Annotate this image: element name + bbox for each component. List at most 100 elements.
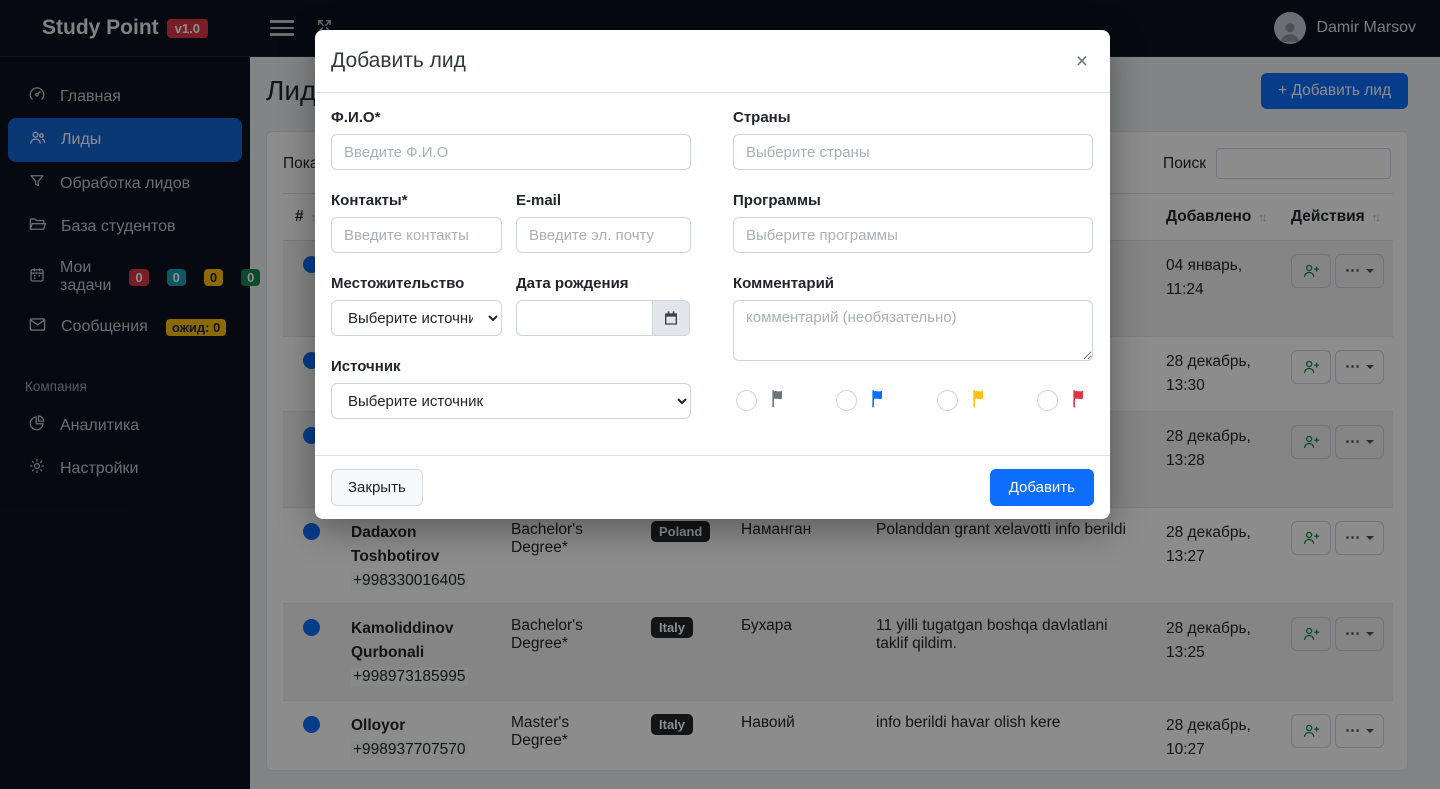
users-icon bbox=[28, 128, 47, 152]
sidebar-item-analytics[interactable]: Аналитика bbox=[0, 404, 250, 447]
add-lead-modal: Добавить лид × Ф.И.О* Контакты* E-mail bbox=[315, 30, 1110, 519]
convert-lead-button[interactable] bbox=[1291, 254, 1331, 288]
birthdate-label: Дата рождения bbox=[516, 275, 629, 292]
col-header-added[interactable]: Добавлено ↑↓ bbox=[1154, 193, 1279, 241]
email-label: E-mail bbox=[516, 192, 562, 209]
gear-icon bbox=[28, 457, 46, 480]
convert-lead-button[interactable] bbox=[1291, 425, 1331, 460]
sort-icon: ↑↓ bbox=[1258, 212, 1267, 224]
avatar bbox=[1274, 12, 1307, 44]
calendar-icon bbox=[28, 266, 46, 289]
row-actions-dropdown[interactable]: ⋯ bbox=[1335, 254, 1384, 288]
status-dot[interactable] bbox=[303, 523, 320, 541]
source-select[interactable]: Выберите источник bbox=[331, 383, 691, 419]
row-actions-dropdown[interactable]: ⋯ bbox=[1335, 714, 1384, 749]
fio-input[interactable] bbox=[331, 134, 691, 170]
plus-icon: + bbox=[1278, 82, 1288, 99]
flag-gray-radio[interactable] bbox=[736, 390, 757, 411]
flag-red-icon bbox=[1069, 388, 1090, 413]
row-actions-dropdown[interactable]: ⋯ bbox=[1335, 425, 1384, 460]
sidebar-item-label: База студентов bbox=[61, 218, 176, 235]
country-badge: Italy bbox=[651, 714, 694, 736]
sidebar-item-label: Обработка лидов bbox=[60, 174, 191, 192]
status-dot[interactable] bbox=[303, 619, 320, 637]
flag-blue-icon bbox=[868, 388, 889, 413]
country-badge: Poland bbox=[651, 521, 711, 543]
brand-name: Study Point bbox=[42, 16, 159, 39]
sidebar-item-label: Главная bbox=[60, 87, 121, 105]
ellipsis-icon: ⋯ bbox=[1345, 529, 1361, 547]
modal-submit-button[interactable]: Добавить bbox=[989, 469, 1094, 506]
row-actions-dropdown[interactable]: ⋯ bbox=[1335, 617, 1384, 652]
convert-lead-button[interactable] bbox=[1291, 617, 1331, 652]
table-row: Kamoliddinov Qurbonali +998973185995 Bach… bbox=[283, 603, 1393, 702]
flag-gray-icon bbox=[768, 388, 789, 413]
add-lead-button[interactable]: + Добавить лид bbox=[1261, 73, 1408, 109]
convert-lead-button[interactable] bbox=[1291, 714, 1331, 749]
chevron-down-icon bbox=[1366, 632, 1374, 637]
tasks-badge-red: 0 bbox=[129, 268, 149, 286]
sidebar-item-label: Лиды bbox=[61, 131, 102, 148]
tasks-badge-teal: 0 bbox=[166, 268, 186, 286]
table-row: Dadaxon Toshbotirov +998330016405 Bachelo… bbox=[283, 507, 1393, 605]
modal-close-button[interactable]: Закрыть bbox=[331, 469, 423, 506]
programs-input[interactable] bbox=[733, 217, 1093, 253]
messages-pending-badge: ожид: 0 bbox=[165, 318, 227, 336]
brand: Study Point v1.0 bbox=[0, 0, 250, 57]
envelope-icon bbox=[28, 315, 47, 339]
user-menu[interactable]: Damir Marsov bbox=[1274, 12, 1440, 44]
birthdate-input[interactable] bbox=[516, 300, 653, 336]
hamburger-menu-icon[interactable] bbox=[270, 16, 294, 40]
flag-yellow-icon bbox=[969, 388, 990, 413]
contacts-label: Контакты* bbox=[331, 192, 408, 209]
sidebar-item-home[interactable]: Главная bbox=[0, 75, 250, 118]
fullscreen-icon[interactable] bbox=[316, 18, 333, 39]
sidebar-item-student-base[interactable]: База студентов bbox=[0, 205, 250, 249]
row-actions-dropdown[interactable]: ⋯ bbox=[1335, 350, 1384, 384]
close-icon[interactable]: × bbox=[1075, 49, 1088, 73]
convert-lead-button[interactable] bbox=[1291, 521, 1331, 556]
chevron-down-icon bbox=[1366, 536, 1374, 541]
comment-textarea[interactable] bbox=[733, 300, 1093, 361]
flag-priority-group bbox=[733, 388, 1093, 413]
chevron-down-icon bbox=[1366, 729, 1374, 734]
chevron-down-icon bbox=[1366, 440, 1374, 445]
status-dot[interactable] bbox=[303, 716, 320, 734]
ellipsis-icon: ⋯ bbox=[1345, 262, 1361, 279]
version-badge: v1.0 bbox=[166, 18, 208, 38]
row-actions-dropdown[interactable]: ⋯ bbox=[1335, 521, 1384, 556]
source-label: Источник bbox=[331, 358, 401, 375]
countries-label: Страны bbox=[733, 109, 791, 126]
sidebar-item-label: Мои задачи bbox=[60, 259, 112, 294]
tasks-badge-yellow: 0 bbox=[203, 268, 224, 286]
flag-red-radio[interactable] bbox=[1036, 390, 1058, 411]
search-label: Поиск bbox=[1163, 154, 1206, 172]
sidebar-item-lead-processing[interactable]: Обработка лидов bbox=[0, 162, 250, 205]
fio-label: Ф.И.О* bbox=[331, 109, 381, 126]
sidebar-item-label: Настройки bbox=[60, 459, 139, 477]
contacts-input[interactable] bbox=[331, 217, 502, 253]
residence-label: Местожительство bbox=[331, 275, 465, 292]
modal-title: Добавить лид bbox=[331, 49, 466, 72]
flag-yellow-radio[interactable] bbox=[936, 390, 958, 411]
folder-icon bbox=[28, 215, 47, 239]
country-badge: Italy bbox=[651, 617, 694, 639]
ellipsis-icon: ⋯ bbox=[1345, 358, 1361, 375]
sidebar: Study Point v1.0 Главная Лиды Обработка … bbox=[0, 0, 261, 789]
flag-blue-radio[interactable] bbox=[836, 390, 858, 411]
sidebar-item-settings[interactable]: Настройки bbox=[0, 447, 250, 490]
gauge-icon bbox=[28, 85, 46, 108]
countries-input[interactable] bbox=[733, 134, 1093, 170]
convert-lead-button[interactable] bbox=[1291, 350, 1331, 384]
pie-chart-icon bbox=[28, 414, 46, 437]
col-header-actions[interactable]: Действия ↑↓ bbox=[1279, 193, 1393, 241]
calendar-icon[interactable] bbox=[653, 300, 690, 336]
sidebar-item-my-tasks[interactable]: Мои задачи 0 0 0 0 bbox=[0, 249, 261, 305]
residence-select[interactable]: Выберите источник bbox=[331, 300, 502, 336]
email-input[interactable] bbox=[516, 217, 691, 253]
chevron-down-icon bbox=[1366, 269, 1374, 273]
comment-label: Комментарий bbox=[733, 275, 835, 292]
sidebar-item-leads[interactable]: Лиды bbox=[8, 118, 242, 162]
search-input[interactable] bbox=[1216, 148, 1391, 179]
sidebar-item-messages[interactable]: Сообщения ожид: 0 bbox=[0, 305, 250, 349]
